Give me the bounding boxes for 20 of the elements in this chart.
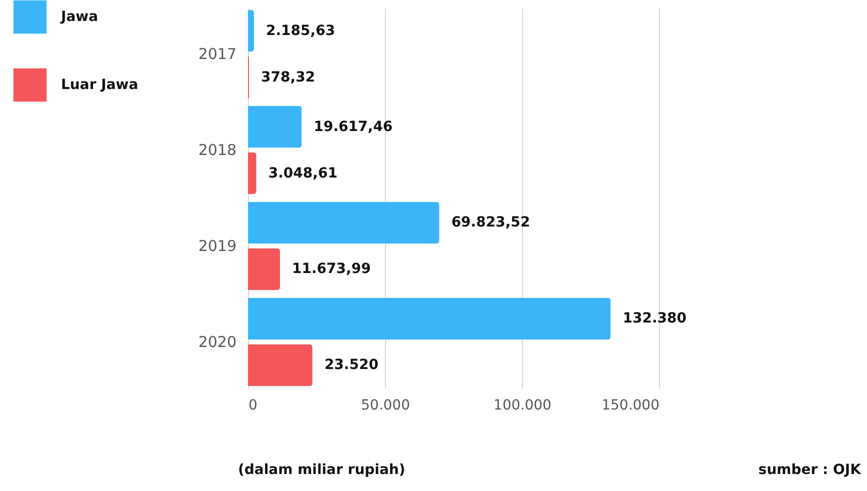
y-tick-label: 2019 xyxy=(198,236,236,255)
x-tick-label: 50.000 xyxy=(361,398,410,414)
data-label: 11.673,99 xyxy=(292,261,371,278)
data-label: 23.520 xyxy=(324,357,379,374)
x-tick-label: 150.000 xyxy=(602,398,660,414)
y-tick-label: 2018 xyxy=(198,141,236,160)
data-label: 378,32 xyxy=(261,69,316,86)
data-label: 69.823,52 xyxy=(451,214,530,231)
legend-label: Jawa xyxy=(60,9,98,25)
y-tick-label: 2017 xyxy=(198,45,236,64)
x-tick-label: 0 xyxy=(248,398,258,414)
data-label: 19.617,46 xyxy=(314,118,393,135)
data-label: 132.380 xyxy=(622,310,687,327)
x-tick-label: 100.000 xyxy=(494,398,552,414)
text: (dalam miliar rupiah) xyxy=(238,462,406,478)
legend-label: Luar Jawa xyxy=(61,77,138,93)
text: sumber : OJK xyxy=(758,462,861,478)
data-label: 2.185,63 xyxy=(266,22,336,39)
y-tick-label: 2020 xyxy=(198,332,236,351)
data-label: 3.048,61 xyxy=(268,165,338,182)
